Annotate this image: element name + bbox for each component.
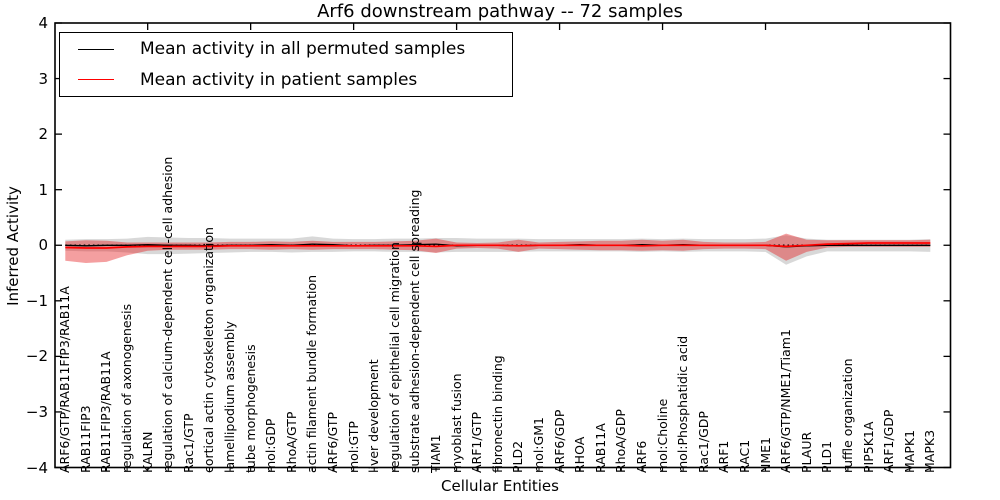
legend-label: Mean activity in patient samples (140, 69, 418, 90)
patient-samples-envelope-band (65, 233, 931, 263)
permuted-samples-envelope-band (65, 235, 931, 265)
legend-item-permuted: Mean activity in all permuted samples (60, 35, 512, 63)
legend-item-patient: Mean activity in patient samples (60, 66, 512, 94)
legend: Mean activity in all permuted samples Me… (59, 32, 513, 97)
patient-mean-line (65, 242, 931, 249)
legend-label: Mean activity in all permuted samples (140, 39, 466, 60)
permuted-line-swatch (78, 48, 114, 50)
patient-line-swatch (78, 79, 114, 81)
